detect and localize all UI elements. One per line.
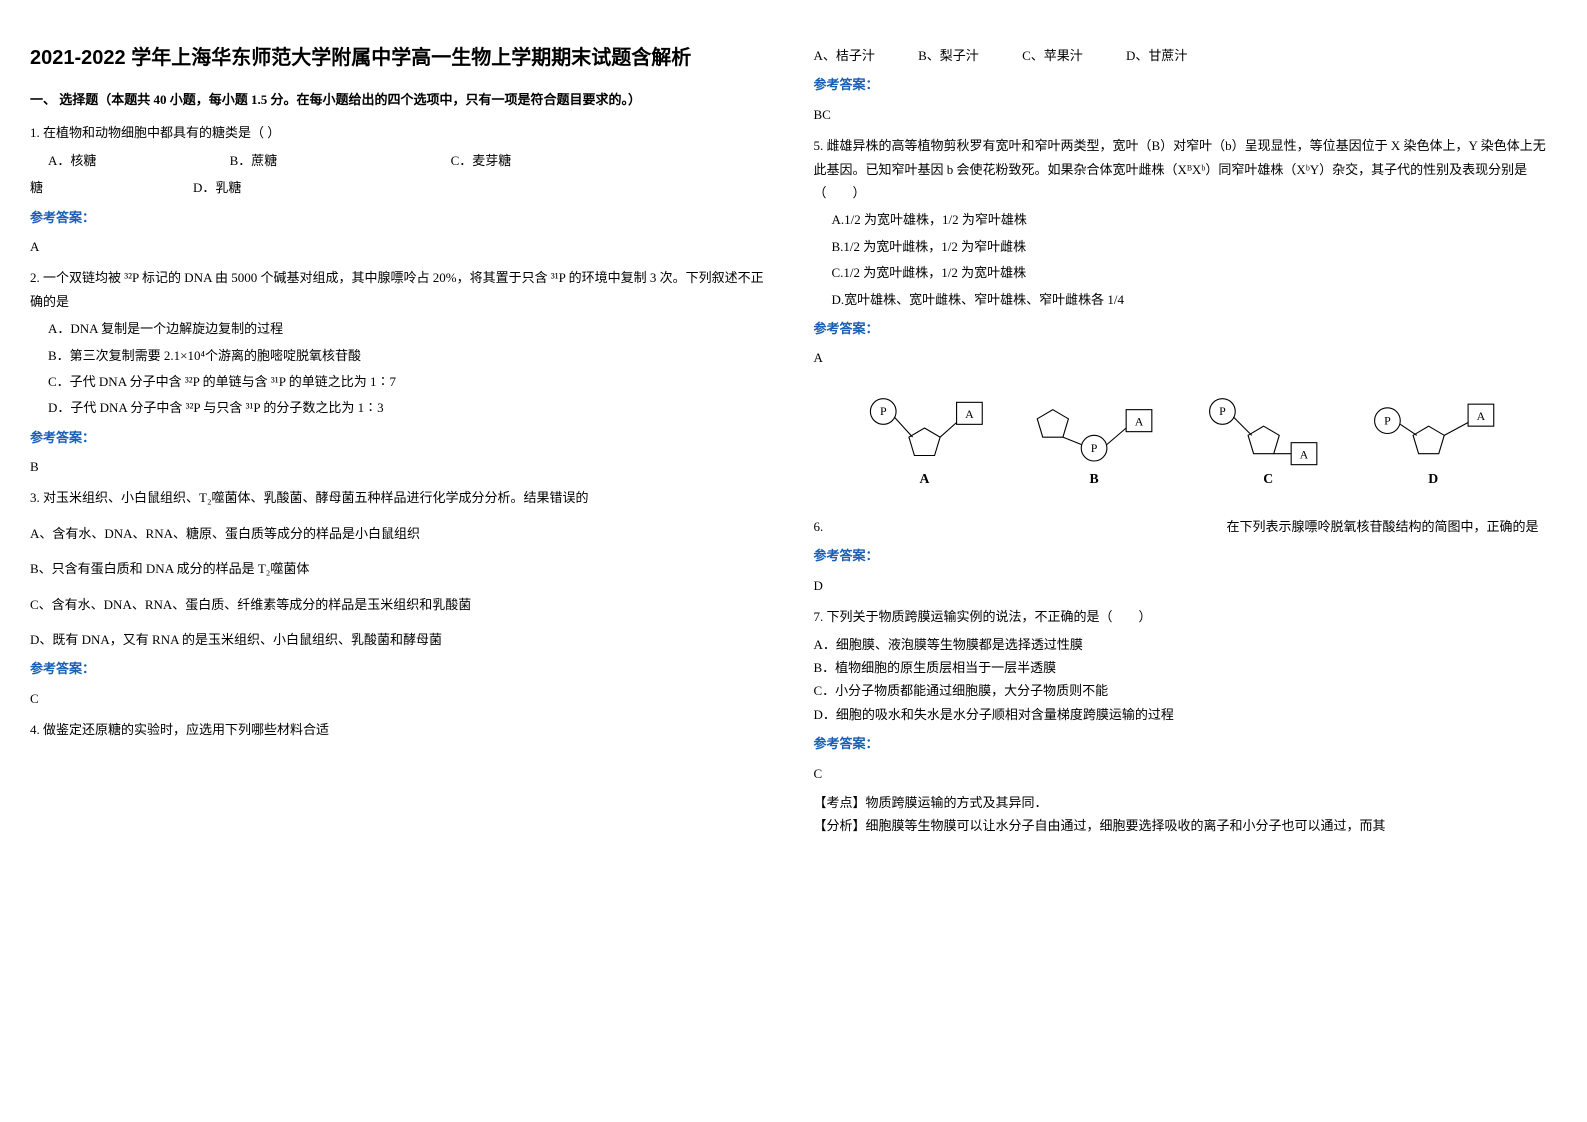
q4-option-a: A、桔子汁: [814, 44, 875, 67]
question-2: 2. 一个双链均被 ³²P 标记的 DNA 由 5000 个碱基对组成，其中腺嘌…: [30, 266, 774, 313]
q2-option-a: A．DNA 复制是一个边解旋边复制的过程: [48, 317, 774, 340]
q4-options: A、桔子汁 B、梨子汁 C、苹果汁 D、甘蔗汁: [814, 44, 1558, 67]
q6-answer: D: [814, 574, 1558, 597]
p-label-c: P: [1219, 404, 1226, 418]
q6-suffix: 在下列表示腺嘌呤脱氧核苷酸结构的简图中，正确的是: [1227, 519, 1539, 534]
q5-answer: A: [814, 346, 1558, 369]
option-c-label: C: [1263, 471, 1273, 486]
q7-answer: C: [814, 762, 1558, 785]
q4-answer: BC: [814, 103, 1558, 126]
option-b-label: B: [1089, 471, 1098, 486]
q1-option-c-wrap: 糖: [30, 176, 43, 199]
q4-option-b: B、梨子汁: [918, 44, 979, 67]
q3-answer-label: 参考答案：: [30, 657, 774, 680]
q5-option-a: A.1/2 为宽叶雄株，1/2 为窄叶雄株: [832, 208, 1558, 231]
p-label: P: [879, 404, 886, 418]
question-5: 5. 雌雄异株的高等植物剪秋罗有宽叶和窄叶两类型，宽叶（B）对窄叶（b）呈现显性…: [814, 134, 1558, 204]
q6-diagram: P A A P A B P: [814, 380, 1558, 505]
q7-option-d: D．细胞的吸水和失水是水分子顺相对含量梯度跨膜运输的过程: [814, 703, 1558, 726]
question-4: 4. 做鉴定还原糖的实验时，应选用下列哪些材料合适: [30, 718, 774, 741]
left-column: 2021-2022 学年上海华东师范大学附属中学高一生物上学期期末试题含解析 一…: [30, 40, 774, 838]
q5-option-d: D.宽叶雄株、宽叶雌株、窄叶雄株、窄叶雌株各 1/4: [832, 288, 1558, 311]
option-a-label: A: [919, 471, 929, 486]
p-label-d: P: [1384, 413, 1391, 427]
q4-option-c: C、苹果汁: [1022, 44, 1083, 67]
q2-option-b: B．第三次复制需要 2.1×10⁴个游离的胞嘧啶脱氧核苷酸: [48, 344, 774, 367]
q1-option-a: A．核糖: [48, 149, 96, 172]
diagram-option-a: P A A: [870, 398, 982, 485]
q4-option-d: D、甘蔗汁: [1126, 44, 1187, 67]
q3-option-d: D、既有 DNA，又有 RNA 的是玉米组织、小白鼠组织、乳酸菌和酵母菌: [30, 628, 774, 651]
q6-prefix: 6.: [814, 519, 824, 534]
q4-answer-label: 参考答案：: [814, 73, 1558, 96]
a-box-label-c: A: [1299, 447, 1308, 461]
q3-option-c: C、含有水、DNA、RNA、蛋白质、纤维素等成分的样品是玉米组织和乳酸菌: [30, 593, 774, 616]
q2-answer-label: 参考答案：: [30, 426, 774, 449]
right-column: A、桔子汁 B、梨子汁 C、苹果汁 D、甘蔗汁 参考答案： BC 5. 雌雄异株…: [814, 40, 1558, 838]
p-label-b: P: [1090, 441, 1097, 455]
q7-option-a: A．细胞膜、液泡膜等生物膜都是选择透过性膜: [814, 633, 1558, 656]
q3-option-b: B、只含有蛋白质和 DNA 成分的样品是 T₂噬菌体: [30, 557, 774, 580]
diagram-option-b: P A B: [1037, 409, 1152, 485]
q5-option-b: B.1/2 为宽叶雌株，1/2 为窄叶雌株: [832, 235, 1558, 258]
diagram-option-c: P A C: [1209, 398, 1316, 485]
q7-answer-label: 参考答案：: [814, 732, 1558, 755]
option-d-label: D: [1428, 471, 1438, 486]
question-1: 1. 在植物和动物细胞中都具有的糖类是（ ）: [30, 121, 774, 144]
question-6-text: 6. 在下列表示腺嘌呤脱氧核苷酸结构的简图中，正确的是: [814, 515, 1558, 538]
q7-option-b: B．植物细胞的原生质层相当于一层半透膜: [814, 656, 1558, 679]
a-box-label-d: A: [1476, 408, 1485, 422]
q3-option-a: A、含有水、DNA、RNA、糖原、蛋白质等成分的样品是小白鼠组织: [30, 522, 774, 545]
q1-option-d: D．乳糖: [193, 176, 241, 199]
q5-answer-label: 参考答案：: [814, 317, 1558, 340]
section-1-header: 一、 选择题（本题共 40 小题，每小题 1.5 分。在每小题给出的四个选项中，…: [30, 88, 774, 111]
q7-note1: 【考点】物质跨膜运输的方式及其异同．: [814, 791, 1558, 814]
q1-options-row1: A．核糖 B．蔗糖 C．麦芽糖: [30, 149, 774, 172]
q2-answer: B: [30, 455, 774, 478]
q1-option-b: B．蔗糖: [230, 149, 278, 172]
question-3: 3. 对玉米组织、小白鼠组织、T₂噬菌体、乳酸菌、酵母菌五种样品进行化学成分分析…: [30, 486, 774, 509]
a-box-label: A: [965, 407, 974, 421]
a-box-label-b: A: [1134, 414, 1143, 428]
question-7: 7. 下列关于物质跨膜运输实例的说法，不正确的是（ ）: [814, 605, 1558, 628]
q1-option-c: C．麦芽糖: [451, 149, 512, 172]
q1-options-row2: 糖 D．乳糖: [30, 176, 774, 199]
diagram-option-d: P A D: [1374, 404, 1493, 486]
q2-option-d: D．子代 DNA 分子中含 ³²P 与只含 ³¹P 的分子数之比为 1∶3: [48, 396, 774, 419]
q3-answer: C: [30, 687, 774, 710]
q1-answer: A: [30, 235, 774, 258]
q5-option-c: C.1/2 为宽叶雌株，1/2 为宽叶雄株: [832, 261, 1558, 284]
nucleotide-diagram-svg: P A A P A B P: [818, 384, 1554, 494]
document-title: 2021-2022 学年上海华东师范大学附属中学高一生物上学期期末试题含解析: [30, 40, 774, 76]
q7-note2: 【分析】细胞膜等生物膜可以让水分子自由通过，细胞要选择吸收的离子和小分子也可以通…: [814, 814, 1558, 837]
q6-answer-label: 参考答案：: [814, 544, 1558, 567]
q2-option-c: C．子代 DNA 分子中含 ³²P 的单链与含 ³¹P 的单链之比为 1∶7: [48, 370, 774, 393]
q1-answer-label: 参考答案：: [30, 206, 774, 229]
q7-option-c: C．小分子物质都能通过细胞膜，大分子物质则不能: [814, 679, 1558, 702]
